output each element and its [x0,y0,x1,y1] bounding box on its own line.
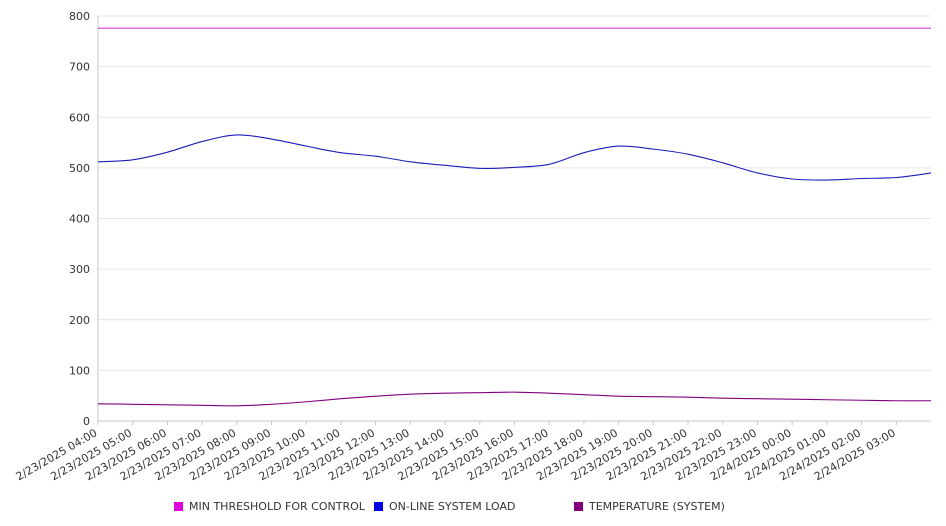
y-tick-label: 700 [69,61,90,74]
y-tick-label: 0 [83,415,90,428]
y-tick-label: 300 [69,263,90,276]
axes [97,16,931,425]
legend-label: MIN THRESHOLD FOR CONTROL [189,499,365,513]
x-axis-tick-labels: 2/23/2025 04:002/23/2025 05:002/23/2025 … [14,426,898,483]
y-tick-label: 200 [69,314,90,327]
legend-item-min-threshold[interactable]: MIN THRESHOLD FOR CONTROL [174,499,365,513]
legend-swatch [174,501,183,511]
y-tick-label: 100 [69,364,90,377]
y-tick-label: 400 [69,213,90,226]
series-lines [97,27,932,407]
legend-label: TEMPERATURE (SYSTEM) [589,499,725,513]
y-tick-label: 800 [69,10,90,23]
y-tick-label: 500 [69,162,90,175]
y-tick-label: 600 [69,111,90,124]
legend-swatch [574,501,583,511]
legend-label: ON-LINE SYSTEM LOAD [389,499,516,513]
legend-item-temperature[interactable]: TEMPERATURE (SYSTEM) [574,499,725,513]
series-line-temperature [97,391,932,407]
grid-lines [98,15,931,371]
legend-swatch [374,501,383,511]
y-axis-tick-labels: 0 100 200 300 400 500 600 700 800 [69,10,90,428]
series-line-system-load [97,134,932,181]
legend-item-system-load[interactable]: ON-LINE SYSTEM LOAD [374,499,515,513]
